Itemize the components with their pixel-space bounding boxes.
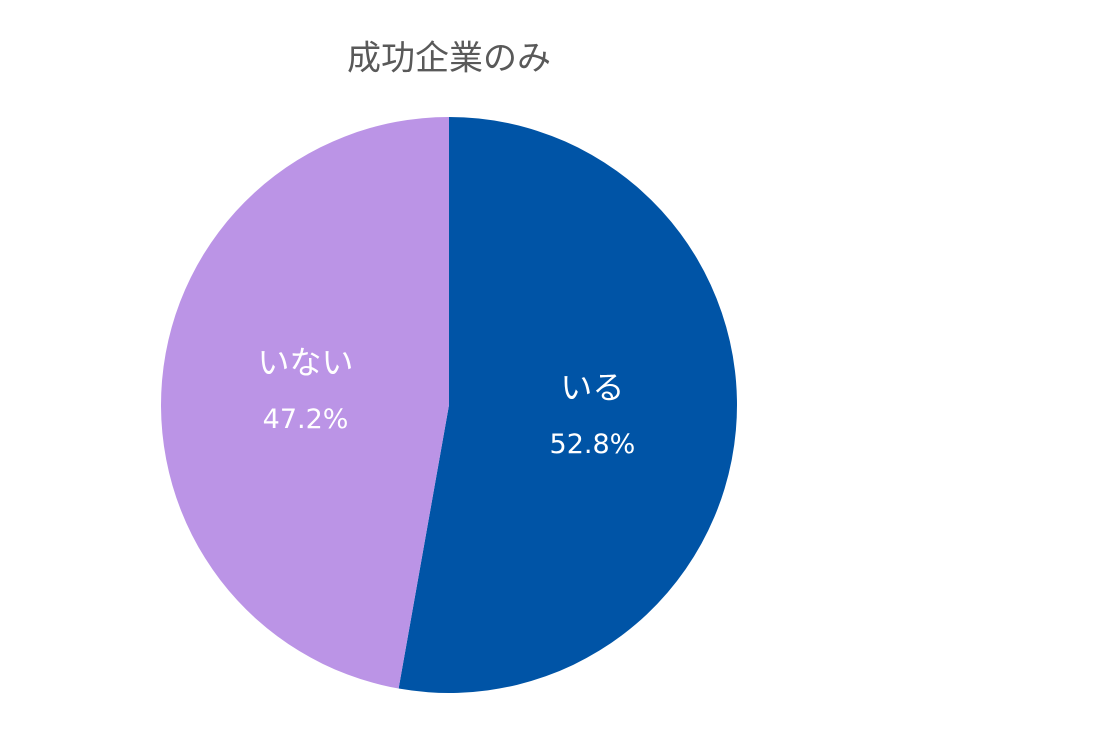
slice-label: いる <box>560 369 624 407</box>
pie-slice <box>398 117 738 693</box>
slice-label: いない <box>258 343 354 381</box>
value-label: 47.2% <box>263 404 349 435</box>
value-label: 52.8% <box>550 429 636 460</box>
pie-slice <box>161 117 449 689</box>
chart-title: 成功企業のみ <box>347 39 551 79</box>
